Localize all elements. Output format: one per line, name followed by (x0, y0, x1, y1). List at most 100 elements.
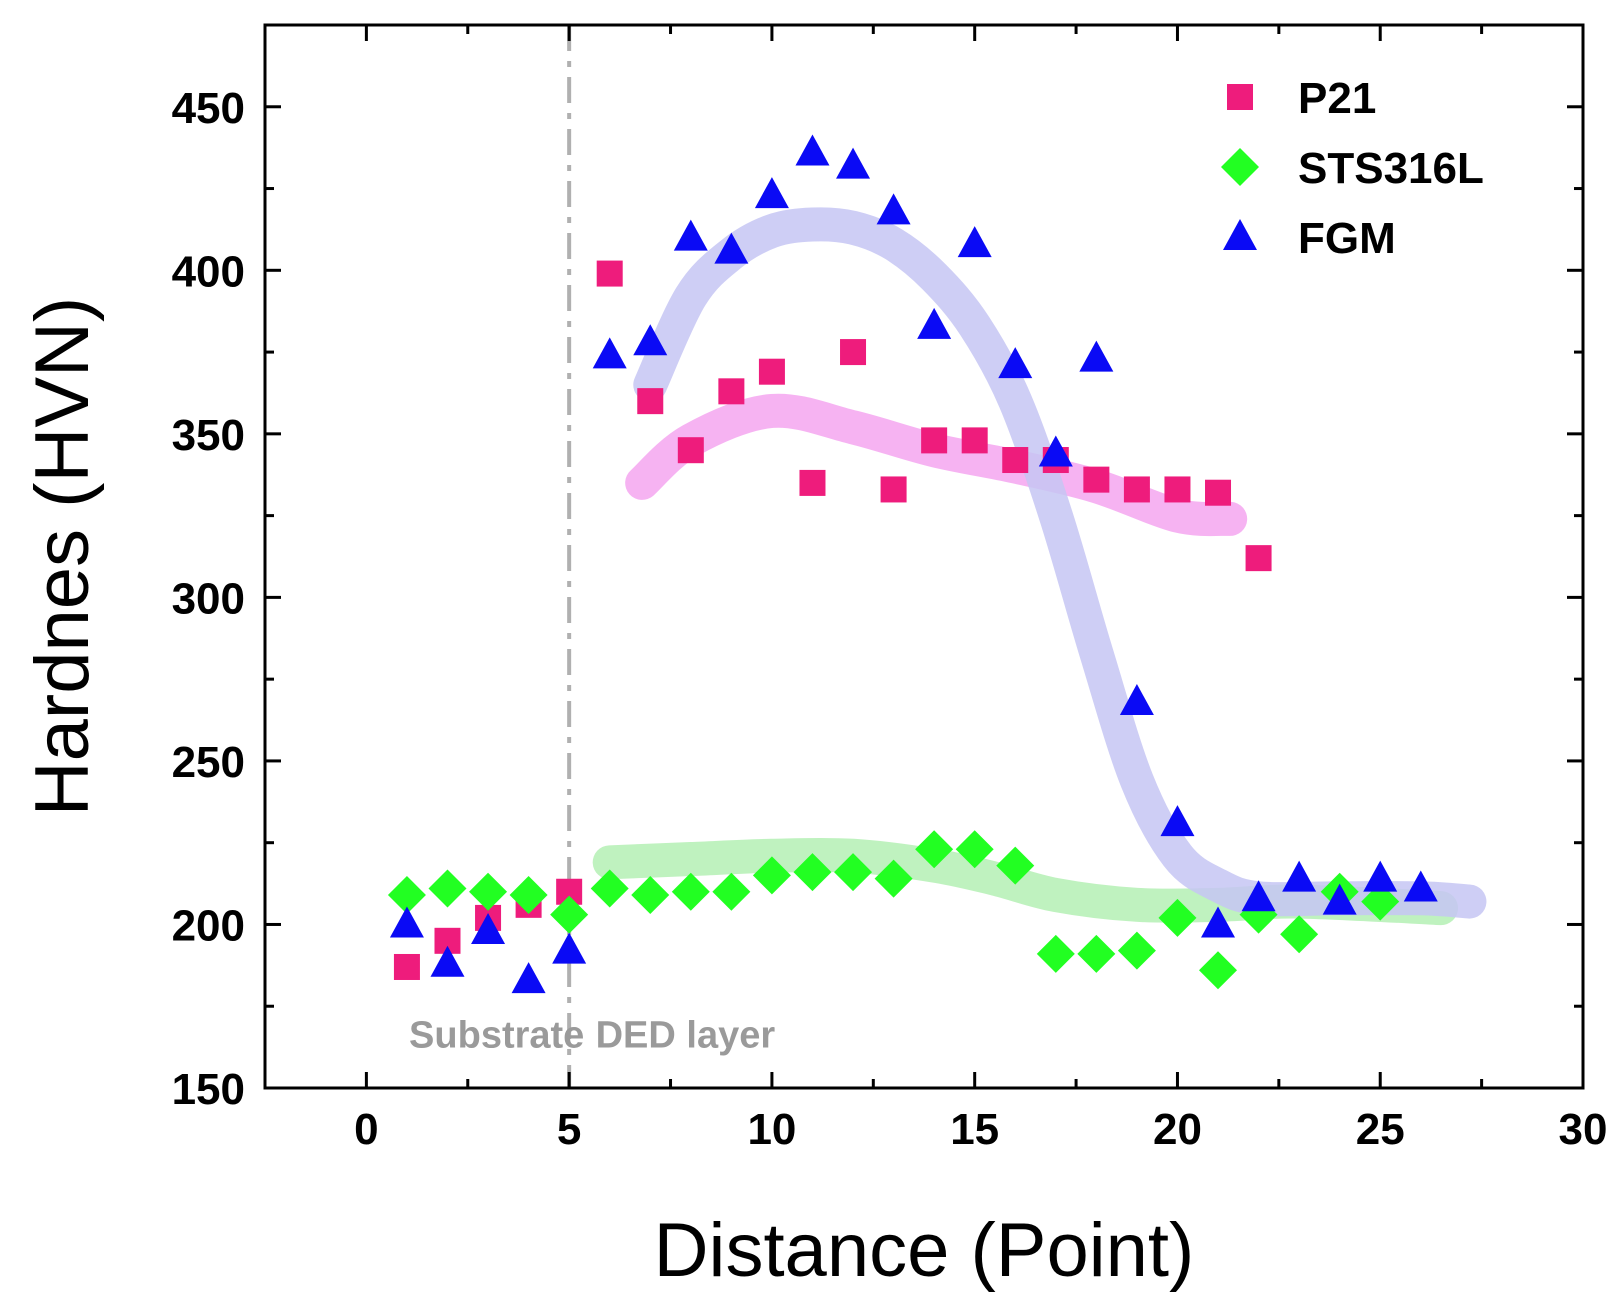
x-tick-label: 15 (950, 1105, 999, 1154)
point-sts316l-19 (1117, 931, 1156, 970)
trend-line-fgm (633, 207, 1487, 919)
point-fgm-17 (1038, 435, 1073, 467)
point-p21-21 (1205, 479, 1232, 506)
substrate-label: Substrate (409, 1015, 584, 1057)
point-p21-8 (677, 437, 704, 464)
legend-marker-p21 (1227, 84, 1253, 110)
legend-item-fgm: FGM (1223, 214, 1396, 263)
point-sts316l-16 (996, 846, 1035, 885)
point-p21-11 (799, 469, 826, 496)
point-sts316l-13 (874, 859, 913, 898)
point-fgm-16 (998, 347, 1033, 379)
point-sts316l-11 (793, 853, 832, 892)
point-fgm-23 (1282, 860, 1317, 892)
point-sts316l-3 (469, 872, 508, 911)
point-p21-16 (1002, 447, 1029, 474)
point-sts316l-10 (752, 856, 791, 895)
y-tick-label: 250 (172, 738, 245, 787)
point-sts316l-23 (1280, 915, 1319, 954)
point-p21-19 (1123, 476, 1150, 503)
y-tick-label: 450 (172, 84, 245, 133)
point-sts316l-21 (1199, 951, 1238, 990)
x-tick-label: 25 (1356, 1105, 1405, 1154)
point-p21-1 (393, 953, 420, 980)
point-fgm-10 (754, 177, 789, 209)
point-fgm-14 (917, 307, 952, 339)
point-p21-15 (961, 427, 988, 454)
x-tick-label: 30 (1559, 1105, 1608, 1154)
y-tick-label: 350 (172, 411, 245, 460)
region-labels: Substrate DED layer (409, 1015, 775, 1057)
point-p21-14 (921, 427, 948, 454)
point-sts316l-25 (1361, 882, 1400, 921)
trend-line-p21 (625, 393, 1248, 537)
point-p21-22 (1245, 545, 1272, 572)
point-fgm-12 (836, 147, 871, 179)
y-tick-label: 300 (172, 574, 245, 623)
x-tick-label: 5 (557, 1105, 581, 1154)
legend: P21 STS316L FGM (1221, 74, 1484, 263)
point-fgm-25 (1363, 860, 1398, 892)
point-sts316l-4 (509, 876, 548, 915)
point-fgm-6 (592, 337, 627, 369)
point-sts316l-2 (428, 869, 467, 908)
axis-ticks: 0 5 10 15 20 25 30 150 200 250 300 350 400 450 (172, 23, 1608, 1154)
legend-marker-sts316l (1221, 148, 1259, 186)
point-fgm-20 (1160, 805, 1195, 837)
legend-label-fgm: FGM (1298, 214, 1396, 263)
point-p21-13 (880, 476, 907, 503)
point-sts316l-20 (1158, 898, 1197, 937)
point-fgm-3 (471, 913, 506, 945)
point-fgm-2 (430, 945, 465, 977)
point-sts316l-14 (915, 830, 954, 869)
point-fgm-24 (1322, 883, 1357, 915)
point-fgm-4 (511, 962, 546, 994)
point-p21-6 (596, 260, 623, 287)
ded-layer-label: DED layer (596, 1015, 776, 1057)
point-fgm-18 (1079, 340, 1114, 372)
y-tick-label: 200 (172, 901, 245, 950)
point-fgm-13 (876, 193, 911, 225)
y-tick-label: 400 (172, 247, 245, 296)
legend-item-p21: P21 (1227, 74, 1376, 123)
legend-label-sts316l: STS316L (1298, 144, 1484, 193)
point-sts316l-12 (834, 853, 873, 892)
point-fgm-19 (1119, 684, 1154, 716)
plot-frame (263, 23, 1585, 1090)
x-tick-label: 10 (747, 1105, 796, 1154)
point-sts316l-17 (1036, 934, 1075, 973)
point-p21-12 (840, 339, 867, 366)
point-sts316l-9 (712, 872, 751, 911)
point-fgm-22 (1241, 880, 1276, 912)
point-fgm-15 (957, 226, 992, 258)
point-sts316l-1 (387, 876, 426, 915)
point-p21-20 (1164, 476, 1191, 503)
point-p21-7 (637, 388, 664, 415)
data-markers (387, 134, 1438, 994)
point-sts316l-5 (550, 895, 589, 934)
point-fgm-8 (673, 219, 708, 251)
x-tick-label: 0 (354, 1105, 378, 1154)
y-axis-title: Hardnes (HVN) (20, 297, 105, 816)
point-p21-10 (758, 358, 785, 385)
point-p21-18 (1083, 466, 1110, 493)
point-fgm-11 (795, 134, 830, 166)
point-sts316l-6 (590, 869, 629, 908)
legend-label-p21: P21 (1298, 74, 1376, 123)
point-fgm-7 (633, 324, 668, 356)
point-p21-9 (718, 378, 745, 405)
point-fgm-21 (1201, 906, 1236, 938)
point-sts316l-7 (631, 876, 670, 915)
legend-item-sts316l: STS316L (1221, 144, 1484, 193)
legend-marker-fgm (1223, 219, 1257, 250)
point-fgm-9 (714, 232, 749, 264)
point-fgm-26 (1403, 870, 1438, 902)
y-tick-label: 150 (172, 1065, 245, 1114)
point-sts316l-18 (1077, 934, 1116, 973)
point-fgm-1 (389, 906, 424, 938)
x-tick-label: 20 (1153, 1105, 1202, 1154)
point-sts316l-15 (955, 830, 994, 869)
trend-curves (592, 207, 1487, 926)
point-fgm-5 (552, 932, 587, 964)
